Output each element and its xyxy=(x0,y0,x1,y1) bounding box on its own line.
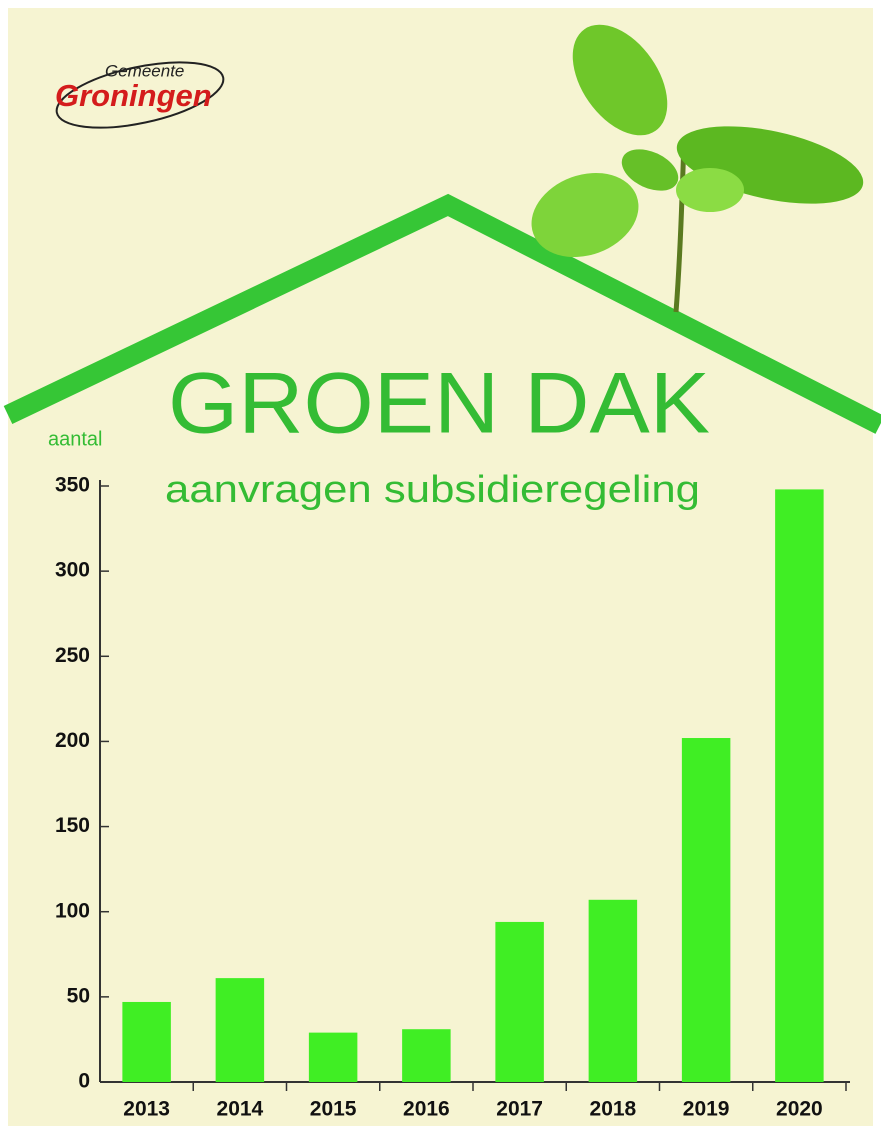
bar xyxy=(309,1033,357,1082)
y-axis-label: aantal xyxy=(48,428,103,450)
bar xyxy=(775,489,823,1082)
y-tick-label: 50 xyxy=(67,984,90,1007)
bar xyxy=(216,978,264,1082)
y-tick-label: 200 xyxy=(55,729,90,752)
x-tick-label: 2018 xyxy=(590,1098,637,1121)
y-tick-label: 0 xyxy=(78,1070,90,1093)
y-tick-label: 250 xyxy=(55,644,90,667)
chart: Gemeente Groningen GROEN DAK aanvragen s… xyxy=(0,0,881,1134)
x-tick-label: 2013 xyxy=(123,1098,170,1121)
bar xyxy=(495,922,543,1082)
x-tick-label: 2019 xyxy=(683,1098,730,1121)
chart-subtitle: aanvragen subsidieregeling xyxy=(165,469,700,511)
bar xyxy=(682,738,730,1082)
bar xyxy=(402,1029,450,1082)
x-tick-label: 2020 xyxy=(776,1098,823,1121)
y-tick-label: 100 xyxy=(55,899,90,922)
x-tick-label: 2016 xyxy=(403,1098,450,1121)
logo-line2: Groningen xyxy=(55,78,212,113)
y-tick-label: 150 xyxy=(55,814,90,837)
y-tick-label: 300 xyxy=(55,559,90,582)
x-tick-label: 2017 xyxy=(496,1098,543,1121)
chart-title: GROEN DAK xyxy=(168,356,710,452)
x-tick-label: 2015 xyxy=(310,1098,357,1121)
y-tick-label: 350 xyxy=(55,474,90,497)
bar xyxy=(589,900,637,1082)
bar xyxy=(122,1002,170,1082)
x-tick-label: 2014 xyxy=(217,1098,264,1121)
